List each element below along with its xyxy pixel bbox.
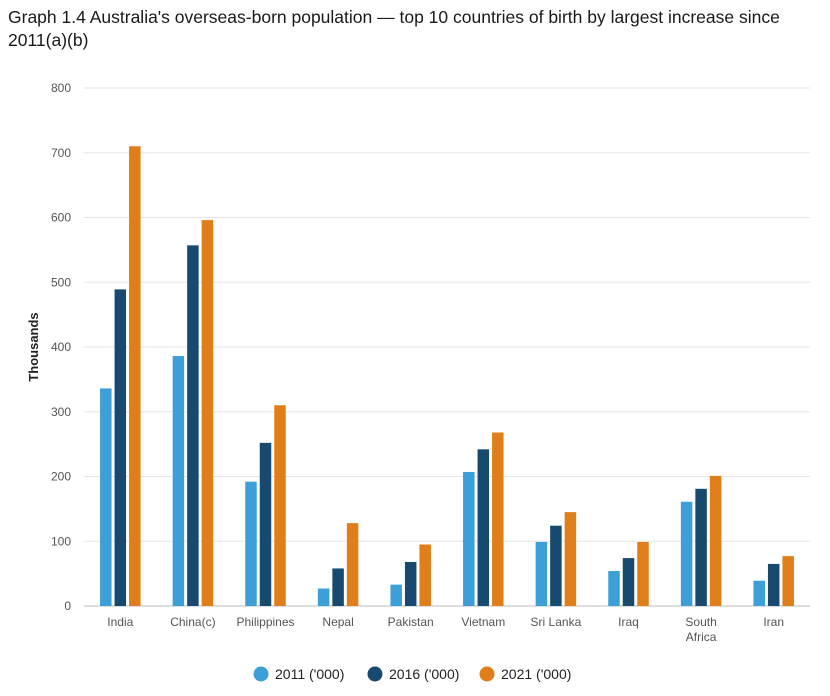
- y-tick-label: 700: [51, 146, 71, 160]
- y-tick-label: 200: [51, 470, 71, 484]
- bar[interactable]: [259, 442, 272, 606]
- bar[interactable]: [550, 525, 562, 606]
- legend-item[interactable]: 2016 ('000): [367, 666, 460, 682]
- bar[interactable]: [404, 561, 417, 606]
- bar[interactable]: [463, 471, 475, 606]
- legend-swatch: [367, 666, 383, 682]
- y-tick-label: 600: [51, 211, 71, 225]
- x-tick-label: Nepal: [322, 615, 353, 629]
- bar[interactable]: [492, 432, 504, 606]
- legend-swatch: [479, 666, 495, 682]
- x-tick-label: Iran: [763, 615, 784, 629]
- chart-title: Graph 1.4 Australia's overseas-born popu…: [8, 7, 780, 50]
- legend-label: 2016 ('000): [389, 666, 459, 682]
- x-axis-ticks: India China(c) Philippines Nepal Pakistan Vie…: [107, 615, 784, 644]
- legend-label: 2021 ('000): [501, 666, 571, 682]
- legend-label: 2011 ('000): [275, 666, 344, 682]
- y-tick-label: 100: [51, 534, 71, 548]
- bar[interactable]: [535, 541, 548, 606]
- x-tick-label: Pakistan: [388, 615, 434, 629]
- x-tick-label: Philippines: [236, 615, 294, 629]
- x-tick-label: India: [107, 615, 133, 629]
- x-tick-label: China(c): [170, 615, 215, 629]
- bars: [100, 146, 794, 606]
- legend[interactable]: 2011 ('000) 2016 ('000) 2021 ('000): [253, 666, 572, 682]
- bar[interactable]: [753, 580, 765, 606]
- bar[interactable]: [317, 588, 330, 606]
- bar[interactable]: [201, 220, 214, 606]
- bar[interactable]: [346, 523, 359, 606]
- bar[interactable]: [332, 568, 344, 606]
- bar[interactable]: [187, 245, 199, 606]
- y-tick-label: 400: [51, 340, 71, 354]
- bar[interactable]: [390, 584, 402, 606]
- bar[interactable]: [100, 388, 112, 606]
- bar[interactable]: [680, 501, 693, 606]
- x-tick-label: Iraq: [618, 615, 639, 629]
- bar[interactable]: [114, 289, 127, 606]
- bar[interactable]: [245, 481, 257, 606]
- bar[interactable]: [419, 544, 431, 606]
- legend-item[interactable]: 2021 ('000): [479, 666, 572, 682]
- bar[interactable]: [129, 146, 141, 606]
- y-axis-title: Thousands: [26, 312, 41, 381]
- x-tick-label: Vietnam: [461, 615, 505, 629]
- x-tick-label: Sri Lanka: [531, 615, 582, 629]
- legend-item[interactable]: 2011 ('000): [253, 666, 345, 682]
- bar[interactable]: [695, 488, 707, 606]
- y-tick-label: 300: [51, 405, 71, 419]
- y-tick-label: 0: [64, 599, 71, 613]
- bar[interactable]: [637, 541, 649, 606]
- bar[interactable]: [782, 556, 794, 606]
- bar[interactable]: [622, 558, 635, 606]
- y-axis-ticks: 0 100 200 300 400 500 600 700 800: [51, 81, 71, 613]
- bar[interactable]: [709, 475, 722, 606]
- y-tick-label: 800: [51, 81, 71, 95]
- bar[interactable]: [477, 449, 490, 606]
- x-tick-label: South Africa: [685, 615, 716, 644]
- y-tick-label: 500: [51, 275, 71, 289]
- bar[interactable]: [767, 563, 780, 606]
- bar[interactable]: [274, 405, 286, 606]
- bar[interactable]: [608, 571, 620, 606]
- bar[interactable]: [172, 356, 185, 606]
- legend-swatch: [253, 666, 269, 682]
- bar[interactable]: [564, 512, 577, 606]
